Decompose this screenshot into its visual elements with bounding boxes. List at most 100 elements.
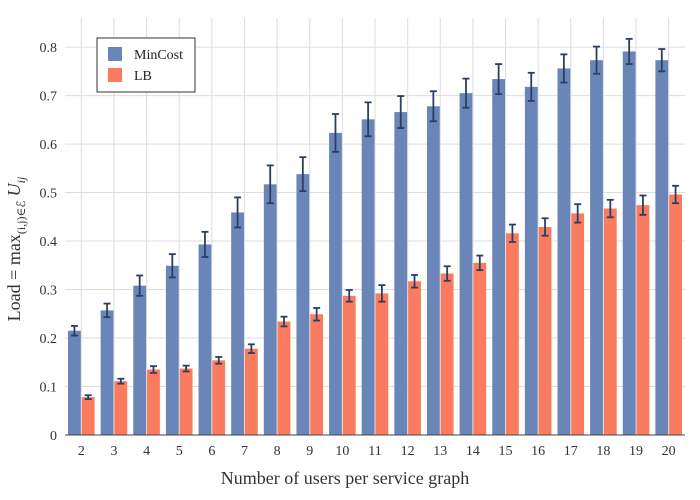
bar-lb <box>603 208 617 435</box>
error-bar-lb <box>443 265 451 282</box>
bar-mincost <box>231 212 244 435</box>
error-bar-mincost <box>397 95 405 129</box>
error-bar-lb <box>541 217 549 237</box>
error-bar-mincost <box>429 90 437 123</box>
bars <box>68 51 682 436</box>
x-tick-label: 6 <box>208 444 215 459</box>
bar-mincost <box>590 60 603 436</box>
error-bar-lb <box>476 254 484 272</box>
bar-mincost <box>394 112 408 435</box>
legend-swatch-lb <box>108 68 122 82</box>
bar-lb <box>408 281 421 435</box>
x-tick-label: 12 <box>401 444 415 459</box>
x-tick-label: 18 <box>596 444 610 459</box>
bar-lb <box>538 226 552 435</box>
bar-lb <box>147 369 160 435</box>
bar-mincost <box>296 174 310 435</box>
bar-mincost <box>557 68 571 435</box>
bar-lb <box>636 205 650 435</box>
bar-mincost <box>459 93 473 435</box>
bar-lb <box>342 295 356 435</box>
error-bar-mincost <box>299 156 307 193</box>
bar-mincost <box>655 60 669 436</box>
x-tick-label: 14 <box>466 444 480 459</box>
error-bar-lb <box>345 289 353 303</box>
y-tick-label: 0.1 <box>40 381 58 396</box>
y-tick-labels: 0 0.1 0.2 0.3 0.4 0.5 0.6 0.7 0.8 <box>40 41 58 444</box>
x-tick-label: 11 <box>368 444 381 459</box>
y-axis-title-variable: U <box>4 182 24 196</box>
y-axis-title-variable-subscript: ij <box>14 176 28 183</box>
legend-label-mincost: MinCost <box>134 48 183 63</box>
bar-lb <box>179 368 193 435</box>
error-bar-lb <box>117 377 125 385</box>
bar-mincost <box>426 106 440 435</box>
error-bar-mincost <box>462 77 470 109</box>
error-bar-lb <box>508 223 516 243</box>
x-tick-label: 19 <box>629 444 643 459</box>
error-bar-mincost <box>527 71 535 102</box>
x-tick-label: 2 <box>78 444 85 459</box>
error-bar-mincost <box>658 48 666 73</box>
y-axis-title: Load = max(i,j)∈ℰ Uij <box>4 176 28 321</box>
y-axis-title-subscript: (i,j)∈ℰ <box>14 200 28 234</box>
error-bar-mincost <box>331 113 339 153</box>
y-axis-title-prefix: Load = max <box>4 234 24 321</box>
bar-mincost <box>622 51 636 436</box>
x-tick-label: 8 <box>274 444 281 459</box>
y-tick-label: 0.7 <box>40 90 58 105</box>
bar-mincost <box>329 132 342 436</box>
bar-lb <box>81 397 95 435</box>
error-bar-mincost <box>364 101 372 138</box>
y-tick-label: 0.8 <box>40 41 58 56</box>
error-bar-lb <box>313 307 321 322</box>
error-bar-lb <box>672 184 680 205</box>
x-tick-label: 13 <box>433 444 447 459</box>
error-bar-mincost <box>560 53 568 84</box>
error-bar-lb <box>411 274 419 289</box>
x-tick-label: 20 <box>662 444 676 459</box>
error-bar-mincost <box>593 45 601 75</box>
y-tick-label: 0.4 <box>40 235 58 250</box>
error-bar-lb <box>149 365 157 374</box>
x-tick-label: 3 <box>110 444 117 459</box>
bar-mincost <box>524 86 538 435</box>
x-tick-label: 17 <box>564 444 578 459</box>
x-tick-label: 10 <box>335 444 349 459</box>
bar-mincost <box>100 310 114 435</box>
error-bar-mincost <box>201 230 209 258</box>
x-tick-label: 15 <box>499 444 513 459</box>
error-bar-mincost <box>70 325 78 337</box>
bar-lb <box>310 314 324 435</box>
error-bars <box>70 37 680 401</box>
bar-lb <box>506 233 519 435</box>
error-bar-mincost <box>234 196 242 229</box>
error-bar-lb <box>182 364 190 373</box>
error-bar-lb <box>574 203 582 224</box>
y-tick-label: 0 <box>50 429 57 444</box>
error-bar-lb <box>280 315 288 328</box>
error-bar-mincost <box>136 274 144 297</box>
bar-mincost <box>133 285 147 435</box>
y-tick-label: 0.6 <box>40 138 58 153</box>
error-bar-lb <box>84 394 92 401</box>
bar-lb <box>277 321 291 435</box>
bar-mincost <box>263 184 277 435</box>
y-tick-label: 0.2 <box>40 332 58 347</box>
bar-lb <box>375 293 389 435</box>
error-bar-mincost <box>625 37 633 65</box>
error-bar-lb <box>247 343 255 354</box>
error-bar-lb <box>378 284 386 303</box>
bar-lb <box>244 348 258 435</box>
y-tick-label: 0.3 <box>40 284 58 299</box>
bar-lb <box>212 360 226 435</box>
legend-swatch-mincost <box>108 47 122 61</box>
bar-lb <box>114 381 128 435</box>
bar-mincost <box>198 244 212 435</box>
bar-mincost <box>68 330 81 435</box>
bar-mincost <box>165 265 179 435</box>
bar-lb <box>571 213 585 435</box>
legend-label-lb: LB <box>134 69 152 84</box>
x-tick-label: 4 <box>143 444 150 459</box>
